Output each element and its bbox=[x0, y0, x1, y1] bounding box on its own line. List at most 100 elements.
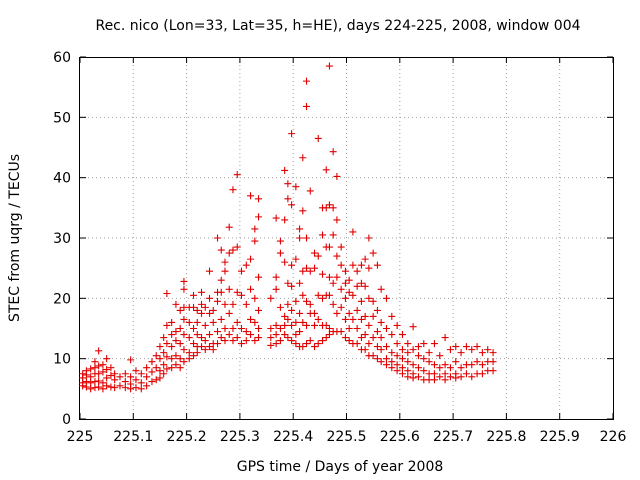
data-point bbox=[489, 349, 497, 357]
data-point bbox=[237, 291, 245, 299]
data-point bbox=[311, 309, 319, 317]
data-point bbox=[148, 378, 156, 386]
data-point bbox=[180, 346, 188, 354]
data-point bbox=[303, 297, 311, 305]
data-point bbox=[345, 337, 353, 345]
data-point bbox=[168, 364, 176, 372]
data-point bbox=[272, 340, 280, 348]
data-point bbox=[430, 376, 438, 384]
data-point bbox=[296, 279, 304, 287]
data-point bbox=[233, 318, 241, 326]
data-point bbox=[306, 337, 314, 345]
data-point bbox=[468, 361, 476, 369]
data-point bbox=[365, 234, 373, 242]
data-point bbox=[185, 355, 193, 363]
data-point bbox=[292, 318, 300, 326]
data-point bbox=[148, 358, 156, 366]
data-point bbox=[217, 315, 225, 323]
data-point bbox=[91, 364, 99, 372]
data-point bbox=[87, 385, 95, 393]
data-point bbox=[255, 195, 263, 203]
data-point bbox=[382, 361, 390, 369]
data-point bbox=[292, 340, 300, 348]
data-point bbox=[382, 294, 390, 302]
data-point bbox=[272, 321, 280, 329]
data-point bbox=[345, 276, 353, 284]
data-point bbox=[281, 216, 289, 224]
data-point bbox=[388, 349, 396, 357]
data-point bbox=[341, 294, 349, 302]
data-point bbox=[225, 249, 233, 257]
data-point bbox=[292, 297, 300, 305]
data-point bbox=[276, 337, 284, 345]
data-point bbox=[255, 334, 263, 342]
x-tick-label: 225.2 bbox=[167, 429, 207, 445]
data-point bbox=[462, 370, 470, 378]
data-point bbox=[357, 334, 365, 342]
data-point bbox=[388, 358, 396, 366]
data-point bbox=[82, 371, 90, 379]
data-point bbox=[393, 340, 401, 348]
data-point bbox=[284, 195, 292, 203]
data-point bbox=[198, 343, 206, 351]
data-point bbox=[281, 331, 289, 339]
data-point bbox=[311, 264, 319, 272]
data-point bbox=[322, 321, 330, 329]
data-point bbox=[420, 340, 428, 348]
data-point bbox=[242, 337, 250, 345]
x-tick-label: 225.8 bbox=[486, 429, 526, 445]
data-point bbox=[388, 364, 396, 372]
data-point bbox=[452, 358, 460, 366]
data-point bbox=[409, 323, 417, 331]
x-tick-label: 225.7 bbox=[433, 429, 473, 445]
data-point bbox=[288, 321, 296, 329]
data-point bbox=[156, 355, 164, 363]
data-point bbox=[180, 285, 188, 293]
data-point bbox=[333, 216, 341, 224]
data-point bbox=[121, 378, 129, 386]
data-point bbox=[478, 370, 486, 378]
data-point bbox=[225, 223, 233, 231]
data-point bbox=[349, 315, 357, 323]
x-tick-label: 225.4 bbox=[273, 429, 313, 445]
data-point bbox=[325, 291, 333, 299]
data-point bbox=[337, 243, 345, 251]
data-point bbox=[473, 358, 481, 366]
data-point bbox=[281, 321, 289, 329]
data-point bbox=[214, 340, 222, 348]
data-point bbox=[322, 166, 330, 174]
data-point bbox=[382, 355, 390, 363]
data-point bbox=[206, 267, 214, 275]
data-point bbox=[478, 361, 486, 369]
data-point bbox=[206, 331, 214, 339]
data-point bbox=[201, 303, 209, 311]
data-point bbox=[107, 364, 115, 372]
y-tick-label: 0 bbox=[62, 412, 71, 428]
data-point bbox=[99, 361, 107, 369]
data-point bbox=[251, 337, 259, 345]
data-point bbox=[430, 361, 438, 369]
data-point bbox=[446, 373, 454, 381]
data-point bbox=[163, 365, 171, 373]
data-point bbox=[272, 214, 280, 222]
data-point bbox=[276, 237, 284, 245]
data-point bbox=[333, 252, 341, 260]
data-point bbox=[193, 306, 201, 314]
data-point bbox=[303, 321, 311, 329]
data-point bbox=[276, 325, 284, 332]
data-point bbox=[430, 370, 438, 378]
data-point bbox=[333, 273, 341, 281]
data-point bbox=[341, 315, 349, 323]
data-point bbox=[322, 334, 330, 342]
data-point bbox=[462, 343, 470, 351]
data-point bbox=[436, 373, 444, 381]
y-tick-label: 60 bbox=[53, 50, 71, 66]
data-point bbox=[299, 343, 307, 351]
data-point bbox=[190, 291, 198, 299]
data-point bbox=[329, 204, 337, 212]
data-point bbox=[193, 331, 201, 339]
data-point bbox=[393, 367, 401, 375]
data-point bbox=[314, 315, 322, 323]
data-point bbox=[221, 300, 229, 308]
data-point bbox=[214, 297, 222, 305]
